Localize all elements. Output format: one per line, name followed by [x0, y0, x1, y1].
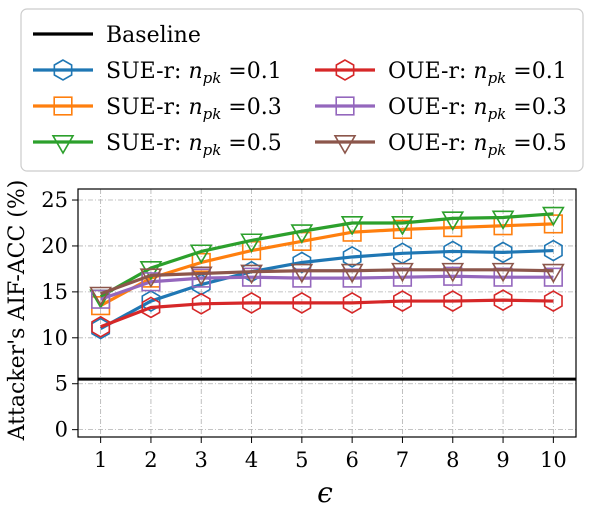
y-axis-label: Attacker's AIF-ACC (%) [5, 180, 30, 442]
data-point [340, 215, 364, 236]
data-point [392, 219, 413, 240]
legend-item-3: OUE-r: npk =0.1 [315, 59, 567, 87]
data-point [493, 241, 513, 264]
legend-item-0: SUE-r: npk =0.1 [33, 59, 282, 87]
x-tick-label: 6 [345, 448, 358, 472]
data-point [290, 224, 314, 244]
series-line [99, 222, 554, 308]
data-point [342, 291, 362, 314]
legend-item-1: SUE-r: npk =0.3 [33, 95, 282, 123]
x-tick-label: 2 [144, 448, 157, 472]
data-point [290, 263, 314, 284]
x-tick-label: 4 [245, 448, 258, 472]
x-tick-label: 1 [94, 448, 107, 472]
grid [78, 189, 576, 437]
series-5 [89, 262, 565, 307]
y-tick-label: 5 [55, 372, 68, 396]
data-point [141, 272, 161, 292]
data-point [191, 252, 211, 273]
series-line [99, 212, 554, 298]
data-point [89, 286, 113, 307]
data-point [189, 266, 213, 287]
x-tick-label: 8 [446, 448, 459, 472]
data-point [543, 239, 563, 262]
legend: Baseline SUE-r: npk =0.1 SUE-r: npk =0.3 SU… [20, 8, 584, 172]
data-point [441, 211, 465, 231]
data-point [443, 240, 463, 263]
data-point [541, 263, 565, 284]
x-tick-label: 5 [295, 448, 308, 472]
legend-item-2: SUE-r: npk =0.5 [33, 131, 282, 159]
legend-swatch-marker [333, 135, 357, 155]
data-point [491, 210, 515, 231]
data-point [541, 206, 565, 227]
plot-area: 1 2 3 4 5 6 7 8 9 10 0 5 10 15 20 25 [41, 188, 577, 472]
y-tick-label: 0 [55, 418, 68, 442]
data-point [292, 291, 312, 314]
y-tick-label: 15 [41, 280, 68, 304]
x-tick-label: 9 [496, 448, 509, 472]
x-tick-label: 3 [195, 448, 208, 472]
data-point [340, 263, 364, 284]
legend-swatch-marker [53, 96, 73, 116]
data-point [443, 290, 463, 312]
data-point [91, 289, 111, 309]
legend-label: OUE-r: npk =0.3 [388, 95, 567, 123]
plot-frame [77, 188, 577, 438]
data-point [141, 290, 161, 312]
data-point [141, 296, 161, 319]
y-tick-label: 20 [41, 234, 68, 258]
x-axis-label: ϵ [317, 476, 333, 509]
data-point [240, 264, 263, 285]
series-1 [91, 214, 563, 316]
legend-swatch-marker [53, 59, 73, 81]
data-point [91, 315, 111, 338]
legend-label: SUE-r: npk =0.5 [106, 131, 282, 159]
data-point [189, 244, 213, 265]
series-line [100, 298, 554, 329]
x-tick-label: 7 [396, 448, 409, 472]
legend-swatch-marker [335, 96, 355, 116]
series-line [99, 248, 554, 331]
legend-swatch-marker [51, 135, 75, 155]
data-point [443, 266, 463, 286]
legend-label: Baseline [106, 23, 201, 48]
legend-item-5: OUE-r: npk =0.5 [315, 131, 567, 159]
series-line [100, 268, 554, 296]
data-point [543, 267, 563, 287]
data-point [191, 292, 211, 315]
data-point [139, 260, 163, 281]
legend-label: OUE-r: npk =0.5 [388, 131, 567, 159]
data-point [491, 262, 515, 283]
legend-item-baseline: Baseline [33, 23, 201, 48]
y-tick-label: 10 [41, 326, 68, 350]
legend-label: SUE-r: npk =0.1 [106, 59, 282, 87]
legend-swatch-marker [335, 59, 355, 81]
series-0 [91, 239, 563, 340]
legend-frame [20, 8, 584, 172]
data-point [242, 291, 262, 314]
data-point [191, 268, 211, 288]
data-point [241, 267, 262, 287]
series-line [100, 274, 554, 301]
data-point [441, 262, 465, 283]
data-point [493, 289, 513, 312]
data-point [139, 268, 163, 288]
data-point [391, 215, 414, 236]
series-4 [91, 266, 563, 309]
y-tick-label: 25 [41, 188, 68, 212]
legend-label: SUE-r: npk =0.3 [106, 95, 282, 123]
data-point [391, 262, 414, 283]
data-point [543, 290, 563, 312]
data-point [240, 233, 263, 254]
data-point [292, 251, 312, 274]
series-3 [91, 289, 563, 338]
series-2 [89, 206, 565, 310]
data-point [392, 290, 412, 312]
data-point [342, 246, 362, 268]
x-tick-label: 10 [540, 448, 567, 472]
legend-label: OUE-r: npk =0.1 [388, 59, 567, 87]
legend-item-4: OUE-r: npk =0.3 [315, 95, 567, 123]
